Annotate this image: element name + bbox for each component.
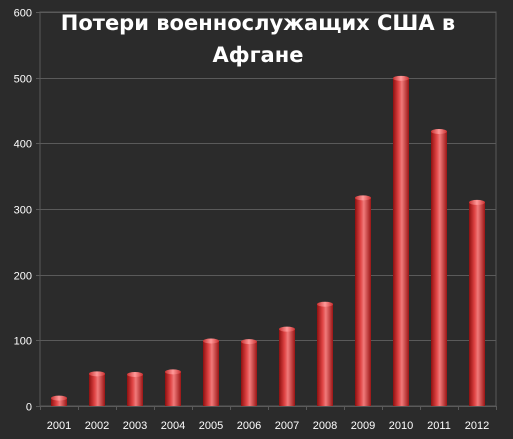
y-tick-label: 500 [14,74,32,86]
chart-title: Потери военнослужащих США в Афгане [61,11,455,67]
bar [469,202,485,406]
bar [317,304,333,406]
x-tick-label: 2012 [465,420,489,432]
x-tick-label: 2002 [85,420,109,432]
y-tick-label: 0 [26,402,32,414]
bar-cap [317,301,333,307]
bar-cap [89,371,105,377]
bar-2006 [241,339,257,406]
bar [241,341,257,406]
y-tick-label: 200 [14,271,32,283]
bar-cap [469,199,485,205]
bar-2004 [165,369,181,406]
chart-title-line-1: Потери военнослужащих США в [61,11,455,35]
bar-2012 [469,199,485,406]
y-tick-label: 400 [14,139,32,151]
bars [51,75,485,406]
x-tick-label: 2004 [161,420,185,432]
bar [51,398,67,406]
x-tick-label: 2006 [237,420,261,432]
bar-2009 [355,195,371,406]
bar-2007 [279,326,295,406]
bar-2001 [51,395,67,406]
bar [431,131,447,406]
x-tick-label: 2007 [275,420,299,432]
bar [89,373,105,406]
bar-cap [279,326,295,332]
y-tick-label: 600 [14,8,32,20]
bar [393,78,409,406]
x-tick-label: 2003 [123,420,147,432]
bar-cap [241,339,257,345]
bar-cap [165,369,181,375]
bar-2005 [203,338,219,406]
x-tick-label: 2001 [47,420,71,432]
bar-2011 [431,129,447,406]
bar-2002 [89,371,105,406]
chart-title-line-2: Афгане [213,43,304,67]
x-tick-label: 2011 [427,420,451,432]
bar-cap [393,75,409,81]
bar-2003 [127,371,143,406]
x-tick-label: 2008 [313,420,337,432]
bar [203,340,219,406]
y-axis-tick-labels: 0 100 200 300 400 500 600 [14,8,32,414]
y-tick-label: 300 [14,205,32,217]
bar-cap [127,371,143,377]
x-tick-label: 2005 [199,420,223,432]
bar-2010 [393,75,409,406]
bar [127,374,143,406]
bar [279,329,295,406]
x-axis-tick-labels: 2001 2002 2003 2004 2005 2006 2007 2008 2009 2010… [47,420,489,432]
bar-cap [203,338,219,344]
gridlines [36,11,497,410]
bar-2008 [317,301,333,406]
bar-cap [355,195,371,201]
bar [165,371,181,406]
bar-cap [431,129,447,135]
bar-cap [51,395,67,401]
x-tick-label: 2010 [389,420,413,432]
y-tick-label: 100 [14,336,32,348]
x-tick-label: 2009 [351,420,375,432]
bar [355,197,371,406]
